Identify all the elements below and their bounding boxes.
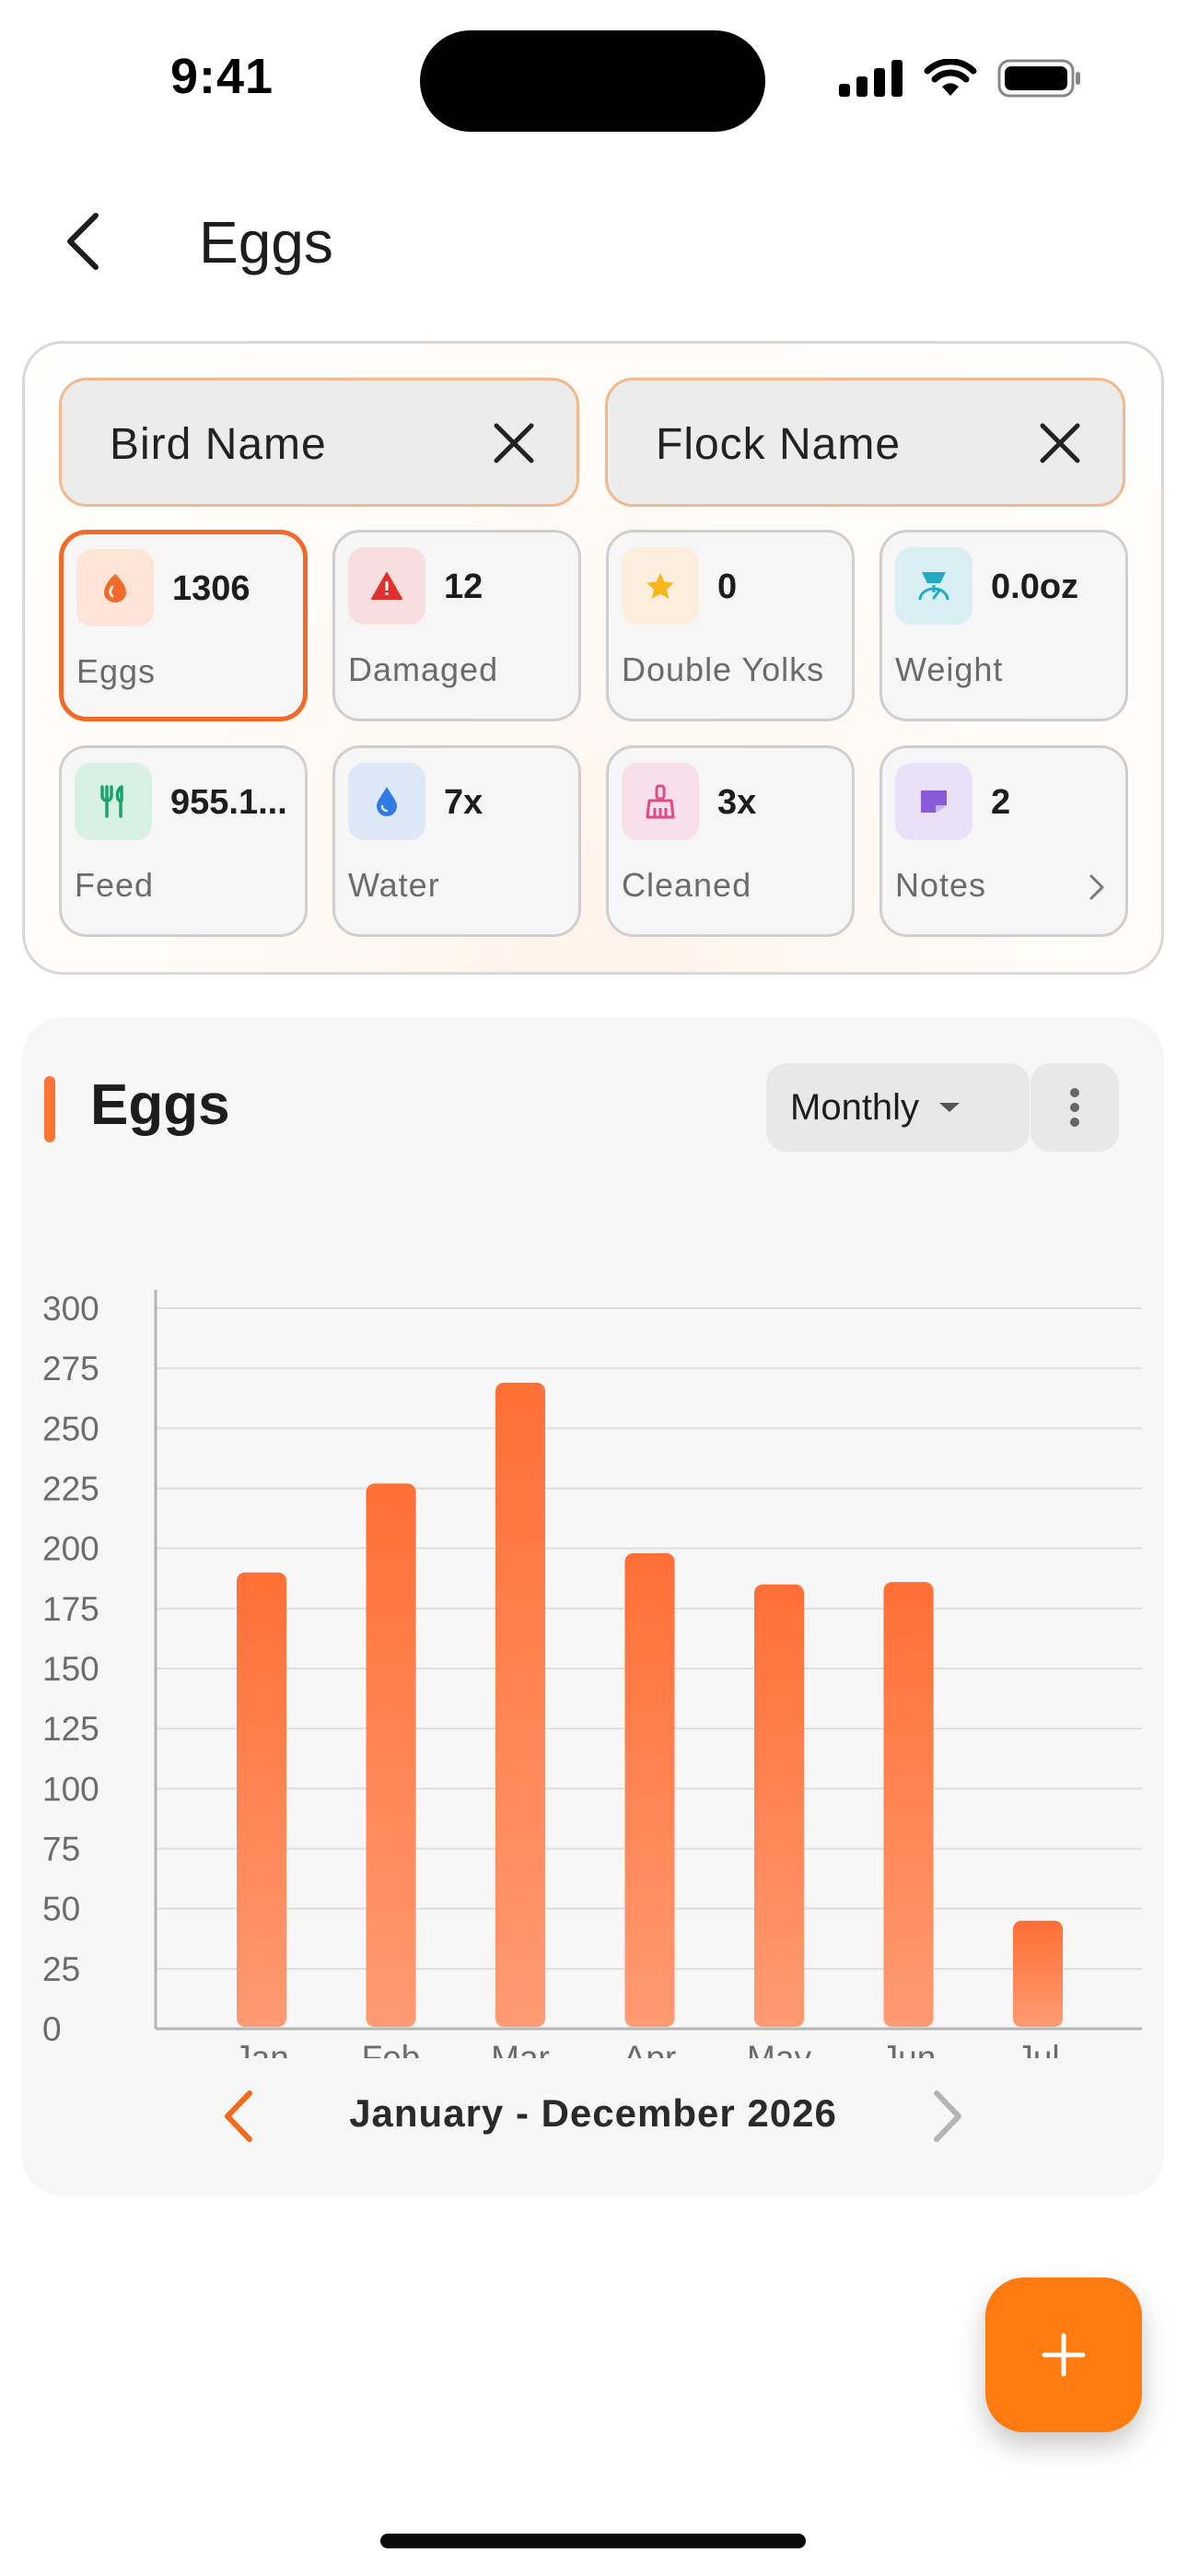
chevron-right-icon (1089, 874, 1104, 900)
bar-feb[interactable] (366, 1483, 416, 2027)
close-icon (1040, 423, 1080, 463)
x-tick-label: Mar (491, 2039, 550, 2058)
bird-name-filter[interactable]: Bird Name (59, 378, 579, 507)
stat-label: Damaged (348, 650, 499, 688)
previous-range-button[interactable] (206, 2084, 271, 2149)
x-tick-label: Jul (1016, 2039, 1059, 2058)
back-button[interactable] (46, 205, 120, 278)
broom-icon (622, 763, 699, 840)
bird-name-filter-label: Bird Name (110, 420, 327, 469)
stats-card: Bird Name Flock Name 1306 Eggs 12 Damage… (22, 341, 1164, 975)
y-tick-label: 150 (42, 1650, 99, 1688)
y-tick-label: 50 (42, 1891, 80, 1928)
flock-name-filter-label: Flock Name (656, 420, 902, 469)
date-range-label: January - December 2026 (349, 2091, 837, 2135)
y-tick-label: 200 (42, 1530, 99, 1568)
status-bar: 9:41 (0, 0, 1188, 157)
flock-name-filter[interactable]: Flock Name (605, 378, 1125, 507)
y-tick-label: 275 (42, 1350, 99, 1388)
y-tick-label: 125 (42, 1710, 99, 1748)
stat-value: 2 (991, 783, 1011, 822)
bar-apr[interactable] (624, 1552, 675, 2027)
x-tick-label: Apr (623, 2039, 677, 2058)
y-tick-label: 175 (42, 1590, 99, 1628)
y-tick-label: 250 (42, 1410, 99, 1447)
chart-accent-bar (44, 1076, 55, 1142)
battery-icon (997, 59, 1080, 98)
stat-value: 12 (444, 568, 483, 606)
date-range-navigator: January - December 2026 (22, 2077, 1164, 2160)
y-tick-label: 25 (42, 1950, 80, 1988)
bar-jan[interactable] (237, 1572, 286, 2027)
clear-flock-filter-button[interactable] (1032, 416, 1088, 471)
note-icon (895, 763, 973, 840)
stat-tile-cleaned[interactable]: 3x Cleaned (606, 745, 855, 937)
stat-value: 3x (717, 783, 757, 822)
period-dropdown-label: Monthly (790, 1086, 920, 1128)
egg-icon (76, 549, 154, 626)
chevron-left-icon (225, 2090, 252, 2142)
header: Eggs (0, 184, 1188, 304)
close-icon (494, 423, 534, 463)
y-tick-label: 0 (42, 2010, 62, 2048)
plus-icon (1042, 2333, 1086, 2377)
stat-tile-weight[interactable]: 0.0oz Weight (879, 530, 1128, 721)
stat-label: Feed (75, 866, 155, 904)
period-dropdown[interactable]: Monthly (766, 1063, 1030, 1152)
wifi-icon (924, 59, 977, 96)
chevron-right-icon (934, 2090, 961, 2142)
next-range-button[interactable] (915, 2084, 980, 2149)
stat-value: 1306 (172, 569, 250, 608)
stat-value: 0.0oz (991, 568, 1079, 606)
feed-icon (75, 763, 152, 840)
stat-value: 955.1... (170, 783, 287, 822)
bar-mar[interactable] (495, 1382, 545, 2027)
y-tick-label: 75 (42, 1831, 80, 1868)
stat-value: 0 (717, 568, 738, 606)
status-time: 9:41 (170, 49, 274, 104)
x-tick-label: Feb (362, 2039, 421, 2058)
stat-tile-water[interactable]: 7x Water (332, 745, 581, 937)
y-tick-label: 100 (42, 1770, 99, 1808)
stat-tile-eggs[interactable]: 1306 Eggs (59, 530, 308, 721)
stat-label: Eggs (76, 652, 157, 690)
add-record-button[interactable] (985, 2277, 1142, 2432)
stat-label: Double Yolks (622, 650, 825, 688)
stat-value: 7x (444, 783, 483, 822)
x-tick-label: May (747, 2039, 811, 2058)
stat-label: Cleaned (622, 866, 752, 904)
warning-icon (348, 547, 425, 625)
x-tick-label: Jun (881, 2039, 937, 2058)
stat-tile-notes[interactable]: 2 Notes (879, 745, 1128, 937)
bar-may[interactable] (754, 1584, 804, 2027)
chevron-left-icon (67, 213, 99, 270)
stat-tile-double-yolks[interactable]: 0 Double Yolks (606, 530, 855, 721)
dynamic-island (420, 30, 765, 132)
x-tick-label: Jan (234, 2039, 289, 2058)
bar-jun[interactable] (883, 1582, 934, 2027)
y-tick-label: 225 (42, 1470, 99, 1508)
stat-tile-feed[interactable]: 955.1... Feed (59, 745, 308, 937)
bar-jul[interactable] (1013, 1920, 1063, 2027)
star-icon (622, 547, 699, 625)
scale-icon (895, 547, 973, 625)
stat-tile-damaged[interactable]: 12 Damaged (332, 530, 581, 721)
home-indicator (380, 2534, 806, 2548)
page-title: Eggs (199, 209, 333, 275)
y-tick-label: 300 (42, 1290, 99, 1328)
clear-bird-filter-button[interactable] (486, 416, 542, 471)
chart-title: Eggs (90, 1073, 230, 1137)
eggs-bar-chart: 0 25 50 75 100 125 150 175 200 225 250 275 300 Jan Fe… (42, 1290, 1142, 2058)
cellular-signal-icon (839, 60, 903, 97)
stat-label: Notes (895, 866, 987, 904)
chart-more-options-button[interactable] (1031, 1063, 1119, 1152)
caret-down-icon (939, 1103, 961, 1112)
more-vertical-icon (1070, 1088, 1079, 1127)
eggs-chart-card: Eggs Monthly 0 25 50 75 100 125 150 175 200 225 25… (22, 1017, 1164, 2196)
stat-label: Water (348, 866, 440, 904)
status-icons (839, 55, 1082, 101)
stat-label: Weight (895, 650, 1004, 688)
water-drop-icon (348, 763, 425, 840)
